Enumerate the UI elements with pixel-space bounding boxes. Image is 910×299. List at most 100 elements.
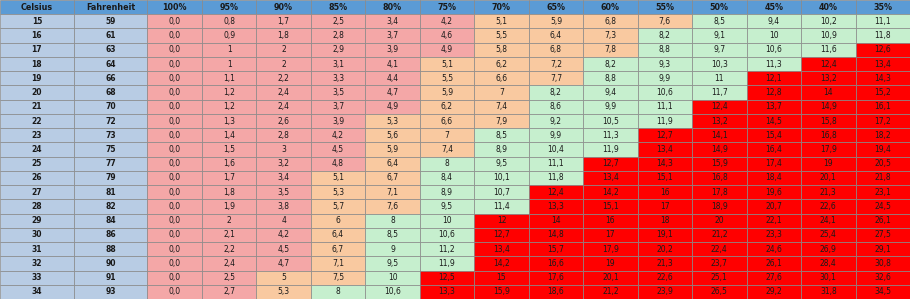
Bar (855, 228, 910, 242)
Bar (257, 213, 311, 228)
Text: 6,7: 6,7 (387, 173, 399, 182)
Text: 13,4: 13,4 (656, 145, 673, 154)
Bar (583, 199, 638, 213)
Text: 6,4: 6,4 (387, 159, 399, 168)
Bar (529, 256, 583, 271)
Bar (583, 142, 638, 157)
Bar (583, 228, 638, 242)
Bar (474, 171, 529, 185)
Bar (855, 242, 910, 256)
Text: 9,9: 9,9 (550, 131, 562, 140)
Text: 11,7: 11,7 (711, 88, 728, 97)
Bar (74, 100, 147, 114)
Text: 7,2: 7,2 (550, 60, 562, 68)
Text: 0,0: 0,0 (168, 131, 181, 140)
Bar (746, 14, 801, 28)
Bar (855, 28, 910, 43)
Text: 13,2: 13,2 (711, 117, 728, 126)
Bar (693, 100, 746, 114)
Bar (855, 285, 910, 299)
Bar (855, 43, 910, 57)
Bar (365, 128, 420, 142)
Text: 79: 79 (106, 173, 116, 182)
Text: 0,0: 0,0 (168, 31, 181, 40)
Bar (257, 285, 311, 299)
Bar (583, 256, 638, 271)
Bar (746, 100, 801, 114)
Text: 15,9: 15,9 (711, 159, 728, 168)
Text: 11,6: 11,6 (820, 45, 836, 54)
Bar (257, 43, 311, 57)
Text: 27,5: 27,5 (875, 231, 891, 239)
Text: 5,8: 5,8 (495, 45, 508, 54)
Bar (74, 71, 147, 86)
Text: 5,3: 5,3 (332, 188, 344, 197)
Bar (147, 228, 202, 242)
Text: 12,7: 12,7 (493, 231, 510, 239)
Text: 1,7: 1,7 (278, 17, 289, 26)
Bar (638, 157, 693, 171)
Text: 16,8: 16,8 (820, 131, 836, 140)
Text: 65%: 65% (546, 3, 565, 12)
Text: 11,9: 11,9 (602, 145, 619, 154)
Text: 13,4: 13,4 (493, 245, 510, 254)
Bar (474, 114, 529, 128)
Text: 0,0: 0,0 (168, 145, 181, 154)
Bar (529, 28, 583, 43)
Bar (147, 271, 202, 285)
Text: 13,4: 13,4 (875, 60, 891, 68)
Bar (257, 86, 311, 100)
Bar (74, 271, 147, 285)
Text: 19,4: 19,4 (875, 145, 891, 154)
Bar (801, 14, 855, 28)
Text: 5,1: 5,1 (332, 173, 344, 182)
Text: 85%: 85% (329, 3, 348, 12)
Bar (365, 242, 420, 256)
Text: 35%: 35% (874, 3, 893, 12)
Text: 8,2: 8,2 (550, 88, 561, 97)
Text: 81: 81 (106, 188, 116, 197)
Text: 28,4: 28,4 (820, 259, 836, 268)
Bar (420, 285, 474, 299)
Bar (474, 14, 529, 28)
Bar (0, 256, 74, 271)
Text: 21,8: 21,8 (875, 173, 891, 182)
Text: 14,3: 14,3 (875, 74, 891, 83)
Bar (474, 199, 529, 213)
Text: 2: 2 (281, 45, 286, 54)
Text: 15: 15 (497, 273, 506, 282)
Text: 1,2: 1,2 (223, 102, 235, 111)
Text: 16,4: 16,4 (765, 145, 783, 154)
Text: 24,6: 24,6 (765, 245, 783, 254)
Text: 100%: 100% (162, 3, 187, 12)
Text: 19: 19 (824, 159, 833, 168)
Text: 12,5: 12,5 (439, 273, 455, 282)
Bar (311, 285, 365, 299)
Text: 31,8: 31,8 (820, 287, 836, 296)
Text: 6,4: 6,4 (332, 231, 344, 239)
Bar (801, 86, 855, 100)
Text: 60%: 60% (601, 3, 620, 12)
Text: 59: 59 (106, 17, 116, 26)
Text: 10,5: 10,5 (602, 117, 619, 126)
Text: 5,3: 5,3 (387, 117, 399, 126)
Bar (746, 271, 801, 285)
Bar (202, 157, 257, 171)
Bar (420, 228, 474, 242)
Text: 24: 24 (32, 145, 42, 154)
Text: 9,4: 9,4 (604, 88, 616, 97)
Text: 3,4: 3,4 (387, 17, 399, 26)
Text: 27,6: 27,6 (765, 273, 783, 282)
Text: 23: 23 (32, 131, 42, 140)
Bar (638, 114, 693, 128)
Text: 0,0: 0,0 (168, 117, 181, 126)
Bar (420, 86, 474, 100)
Text: 88: 88 (106, 245, 116, 254)
Bar (746, 157, 801, 171)
Text: 77: 77 (106, 159, 116, 168)
Text: 8,9: 8,9 (441, 188, 453, 197)
Bar (855, 271, 910, 285)
Bar (583, 171, 638, 185)
Bar (746, 285, 801, 299)
Text: 0,0: 0,0 (168, 188, 181, 197)
